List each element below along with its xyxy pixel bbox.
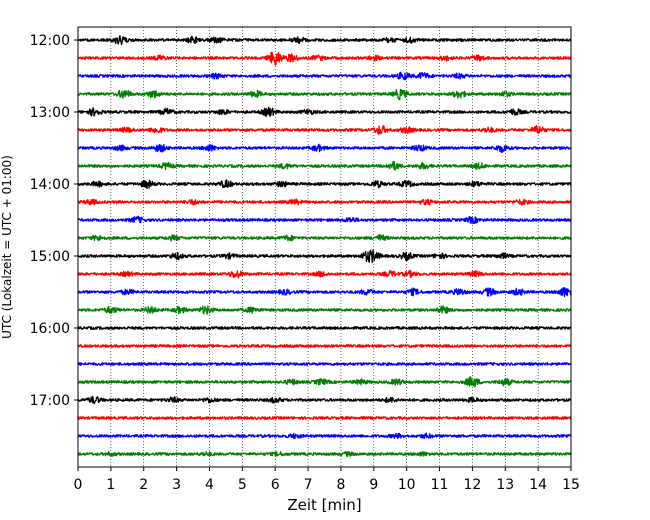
trace-1245: [77, 88, 572, 101]
grid-lines: [110, 27, 539, 467]
trace-1545: [77, 305, 572, 315]
x-tick-label: 11: [431, 477, 449, 493]
x-tick-label: 14: [529, 477, 547, 493]
x-tick-label: 7: [304, 477, 313, 493]
y-tick-label: 17:00: [30, 393, 70, 409]
x-tick-label: 8: [336, 477, 345, 493]
y-tick-label: 14:00: [30, 177, 70, 193]
plot-background: [78, 27, 571, 467]
trace-1445: [77, 234, 572, 242]
trace-1315: [77, 125, 572, 135]
x-axis: 0 1 2 3 4 5 6 7 8 9 10 11 12 13 14 15: [74, 467, 580, 493]
y-tick-label: 15:00: [30, 249, 70, 265]
trace-1215: [77, 51, 572, 66]
x-tick-label: 0: [74, 477, 83, 493]
x-tick-label: 1: [106, 477, 115, 493]
trace-1300: [77, 106, 572, 117]
y-axis: 12:00 13:00 14:00 15:00 16:00 17:00: [30, 33, 78, 409]
trace-1430: [77, 215, 572, 225]
x-axis-label: Zeit [min]: [287, 496, 361, 514]
trace-1600: [77, 326, 572, 330]
trace-1230: [77, 71, 572, 81]
x-tick-label: 4: [205, 477, 214, 493]
x-tick-label: 12: [463, 477, 481, 493]
y-tick-label: 12:00: [30, 33, 70, 49]
trace-1500: [77, 249, 572, 264]
trace-1715: [77, 416, 572, 420]
trace-1400: [77, 179, 572, 190]
x-tick-label: 5: [238, 477, 247, 493]
trace-1200: [77, 34, 572, 46]
trace-1330: [77, 143, 572, 154]
trace-1415: [77, 198, 572, 206]
trace-layer: [77, 34, 572, 457]
trace-1745: [77, 450, 572, 457]
trace-1345: [77, 160, 572, 171]
y-tick-label: 13:00: [30, 105, 70, 121]
trace-1700: [77, 395, 572, 405]
x-tick-label: 10: [398, 477, 416, 493]
trace-1645: [77, 376, 572, 388]
x-tick-label: 6: [271, 477, 280, 493]
x-tick-label: 13: [496, 477, 514, 493]
y-tick-label: 16:00: [30, 321, 70, 337]
y-axis-label: UTC (Lokalzeit = UTC + 01:00): [0, 155, 14, 339]
x-tick-label: 15: [562, 477, 580, 493]
trace-1630: [77, 362, 572, 366]
plot-frame: [77, 26, 572, 468]
x-tick-label: 9: [369, 477, 378, 493]
trace-1530: [77, 287, 572, 297]
trace-1730: [77, 432, 572, 440]
trace-1615: [77, 344, 572, 348]
x-tick-label: 2: [139, 477, 148, 493]
trace-1515: [77, 269, 572, 279]
x-tick-label: 3: [172, 477, 181, 493]
